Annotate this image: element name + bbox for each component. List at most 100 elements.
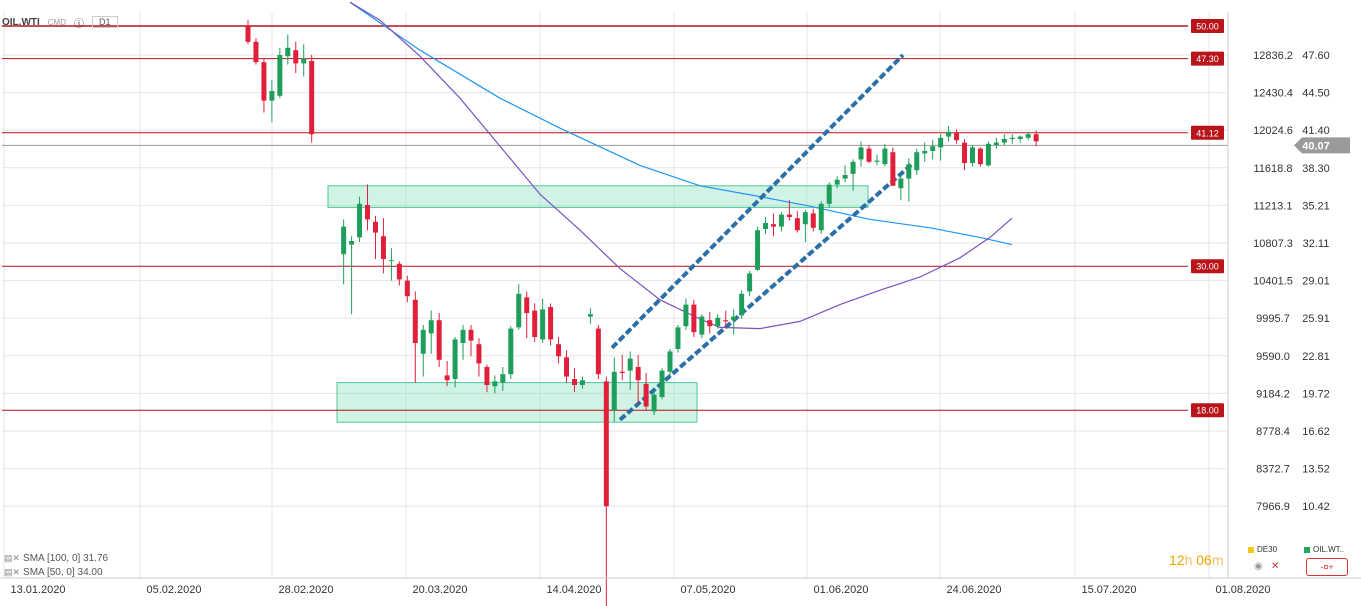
candle-body: [444, 375, 450, 381]
instrument-tab-de30[interactable]: DE30: [1248, 545, 1277, 554]
candle-body: [858, 147, 864, 160]
candle: [293, 41, 299, 73]
candle: [747, 271, 753, 297]
candle: [508, 326, 514, 379]
candle: [794, 211, 800, 233]
level-label: 18.00: [1196, 406, 1219, 416]
level-tag: [1191, 125, 1224, 140]
current-price-label: 40.07: [1302, 140, 1330, 152]
candle: [627, 351, 633, 390]
candle: [691, 299, 697, 337]
candle: [587, 308, 593, 324]
candle-body: [723, 320, 729, 322]
left-axis-tick-label: 10401.5: [1253, 276, 1293, 288]
candle: [635, 355, 641, 405]
candle-body: [977, 148, 983, 165]
candle-body: [388, 260, 394, 262]
candle-body: [635, 367, 641, 381]
candle-body: [786, 214, 792, 217]
symbol-label[interactable]: OIL.WTI: [2, 16, 40, 28]
left-axis-tick-label: 9184.2: [1256, 388, 1290, 400]
left-axis-tick-label: 9590.0: [1256, 351, 1290, 363]
candle-body: [372, 221, 378, 233]
timeframe-select[interactable]: D1: [92, 16, 118, 28]
candle-body: [922, 151, 928, 154]
candle-body: [380, 236, 386, 259]
candle-body: [802, 212, 808, 225]
candle-body: [245, 26, 251, 42]
candle: [500, 367, 506, 391]
candle: [699, 314, 705, 339]
candle-body: [365, 205, 371, 220]
trade-button[interactable]: -¤+: [1306, 558, 1348, 576]
timer-minutes: 06: [1196, 552, 1212, 568]
candle-body: [778, 214, 784, 227]
indicator-settings-icon[interactable]: ▤✕: [4, 567, 21, 577]
candle-body: [261, 62, 267, 101]
candle: [723, 310, 729, 328]
channel-line: [618, 162, 914, 422]
candle: [444, 361, 450, 387]
candle-body: [611, 371, 617, 411]
candle: [253, 38, 259, 65]
current-price-tag: [1294, 137, 1350, 154]
candle: [372, 215, 378, 259]
candle: [524, 291, 530, 339]
candle: [404, 275, 410, 303]
candle: [770, 213, 776, 237]
indicator-legend-sma100[interactable]: ▤✕ SMA [100, 0] 31.76: [4, 553, 108, 564]
candle-body: [683, 304, 689, 327]
indicator-settings-icon[interactable]: ▤✕: [4, 553, 21, 563]
candle: [890, 147, 896, 186]
instrument-tab-oil[interactable]: OIL.WT..: [1304, 545, 1344, 554]
indicator-legend-sma50[interactable]: ▤✕ SMA [50, 0] 34.00: [4, 567, 103, 578]
close-icon[interactable]: ✕: [1271, 561, 1280, 572]
candle: [460, 325, 466, 360]
candle-body: [548, 307, 554, 340]
candle: [1017, 135, 1023, 143]
eye-icon[interactable]: ◉: [1254, 561, 1263, 572]
candle: [1001, 134, 1007, 145]
indicator-label: SMA [100, 0] 31.76: [23, 553, 109, 564]
candle: [922, 142, 928, 162]
candle: [810, 208, 816, 232]
candle: [898, 175, 904, 201]
candle: [428, 310, 434, 354]
candle: [715, 314, 721, 329]
candle: [532, 303, 538, 342]
candle-body: [436, 320, 442, 360]
candle-body: [1017, 136, 1023, 139]
price-zone: [336, 382, 698, 423]
candle-body: [810, 213, 816, 228]
candle: [850, 159, 856, 191]
candle: [277, 47, 283, 99]
left-axis-tick-label: 7966.9: [1256, 501, 1290, 513]
x-tick-label: 13.01.2020: [10, 584, 65, 596]
candle-body: [850, 161, 856, 174]
candle-body: [524, 297, 530, 313]
instrument-label: OIL.WT..: [1313, 545, 1345, 554]
candle: [755, 226, 761, 271]
candle-body: [755, 230, 761, 270]
candle: [595, 325, 601, 379]
candle-body: [890, 152, 896, 186]
candle-body: [579, 380, 585, 385]
level-tag: [1191, 403, 1224, 418]
candle: [611, 357, 617, 423]
right-axis-tick-label: 13.52: [1302, 464, 1330, 476]
candles: [245, 20, 1039, 606]
candle-body: [420, 329, 426, 354]
candle-body: [532, 310, 538, 337]
candle-body: [285, 47, 291, 57]
candle: [484, 364, 490, 393]
candle: [492, 375, 498, 394]
candle-body: [564, 357, 570, 377]
instrument-type: CMD: [47, 17, 66, 27]
info-icon[interactable]: ⓘ: [74, 18, 84, 30]
support-resistance-zones: [327, 185, 869, 423]
candle-body: [906, 164, 912, 179]
candle-body: [1001, 139, 1007, 143]
candle: [516, 284, 522, 330]
right-axis-tick-label: 47.60: [1302, 50, 1330, 62]
